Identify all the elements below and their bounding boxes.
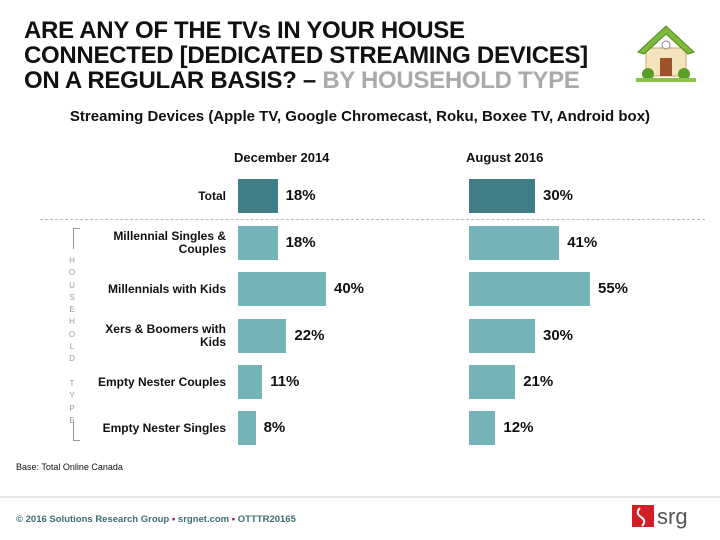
data-label: 41% xyxy=(567,234,598,251)
srg-logo: srg xyxy=(632,505,688,529)
title-highlight: BY HOUSEHOLD TYPE xyxy=(322,67,580,94)
bracket-top xyxy=(73,228,80,249)
data-label: 11% xyxy=(270,373,300,390)
site-link[interactable]: srgnet.com xyxy=(177,514,230,525)
bar xyxy=(238,411,256,445)
data-label: 30% xyxy=(543,187,574,204)
data-label: 12% xyxy=(503,419,534,436)
chart-subtitle: Streaming Devices (Apple TV, Google Chro… xyxy=(69,108,651,125)
data-label: 21% xyxy=(523,373,554,390)
svg-text:srg: srg xyxy=(657,505,688,529)
data-label: 55% xyxy=(598,280,629,297)
data-label: 18% xyxy=(285,234,316,251)
footer: © 2016 Solutions Research Group ▪ srgnet… xyxy=(16,514,296,525)
divider xyxy=(40,219,705,220)
report-code: OTTTR20165 xyxy=(237,514,296,525)
bar xyxy=(469,411,496,445)
bar xyxy=(469,272,590,306)
page-title: ARE ANY OF THE TVs IN YOUR HOUSE CONNECT… xyxy=(24,18,604,93)
category-label: Millennials with Kids xyxy=(107,281,226,296)
bar xyxy=(238,365,263,399)
data-label: 8% xyxy=(263,419,286,436)
copyright: © 2016 Solutions Research Group xyxy=(16,514,170,525)
category-label: Empty Nester Couples xyxy=(97,374,226,389)
separator: ▪ xyxy=(231,514,236,525)
title-main: ARE ANY OF THE TVs IN YOUR HOUSE CONNECT… xyxy=(24,17,588,94)
category-label: Total xyxy=(198,188,226,203)
data-label: 18% xyxy=(285,187,316,204)
bar xyxy=(469,179,535,213)
data-label: 40% xyxy=(334,280,365,297)
separator: ▪ xyxy=(171,514,176,525)
bar xyxy=(469,365,516,399)
bar xyxy=(469,226,560,260)
footer-divider xyxy=(0,496,720,498)
group-label: H O U S E H O L D T Y P E xyxy=(68,256,76,425)
base-note: Base: Total Online Canada xyxy=(16,462,123,472)
data-label: 22% xyxy=(294,327,325,344)
bar xyxy=(469,319,535,353)
category-label: Millennial Singles & Couples xyxy=(113,229,226,256)
column-header-aug-2016: August 2016 xyxy=(466,150,544,165)
house-icon xyxy=(636,25,696,82)
bar xyxy=(238,179,278,213)
column-header-dec-2014: December 2014 xyxy=(234,150,330,165)
category-label: Xers & Boomers with Kids xyxy=(105,322,226,349)
category-label: Empty Nester Singles xyxy=(102,420,226,435)
bar xyxy=(238,226,278,260)
data-label: 30% xyxy=(543,327,574,344)
bar xyxy=(238,272,326,306)
bar xyxy=(238,319,287,353)
bracket-bottom xyxy=(73,420,80,441)
